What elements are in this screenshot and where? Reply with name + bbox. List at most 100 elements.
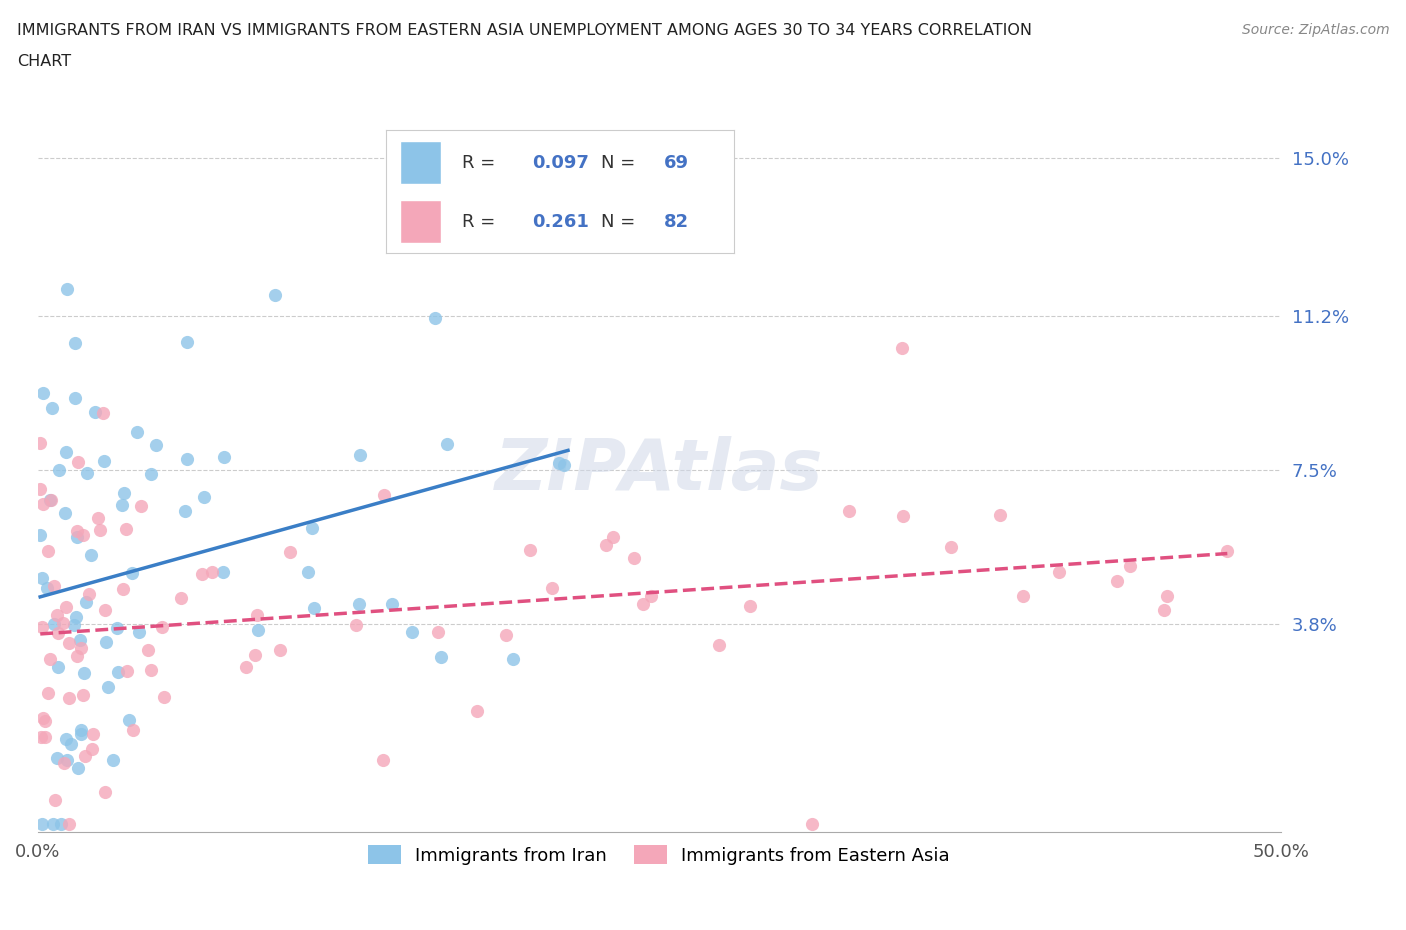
Point (93, 454, 115, 469)
Point (547, 456, 569, 471)
Point (83, 405, 105, 419)
Point (42, 578, 65, 593)
Point (212, 450, 235, 465)
Point (58, 635, 80, 650)
Point (465, 703, 488, 718)
Point (371, 752, 394, 767)
Point (212, 565, 235, 579)
Point (66, 523, 89, 538)
Point (77, 586, 100, 601)
Point (30, 435, 52, 450)
Point (105, 621, 128, 636)
Point (127, 424, 149, 439)
Point (738, 599, 761, 614)
Point (541, 580, 564, 595)
Point (247, 622, 270, 637)
Point (1105, 574, 1128, 589)
Text: IMMIGRANTS FROM IRAN VS IMMIGRANTS FROM EASTERN ASIA UNEMPLOYMENT AMONG AGES 30 : IMMIGRANTS FROM IRAN VS IMMIGRANTS FROM … (17, 23, 1032, 38)
Point (30, 482, 52, 497)
Point (44, 792, 66, 807)
Point (30, 527, 52, 542)
Point (31, 711, 53, 725)
Point (121, 565, 143, 580)
Point (107, 664, 129, 679)
Point (31, 570, 53, 585)
Point (436, 436, 458, 451)
Point (46, 626, 69, 641)
Point (347, 596, 370, 611)
Point (838, 503, 860, 518)
Point (82, 741, 104, 756)
Point (602, 529, 624, 544)
Point (153, 689, 176, 704)
Point (640, 589, 662, 604)
Point (34, 714, 56, 729)
Point (174, 503, 197, 518)
Point (41, 817, 63, 831)
Point (46, 607, 69, 622)
Point (63, 336, 86, 351)
Point (55, 445, 77, 459)
Point (1216, 543, 1239, 558)
Point (115, 522, 138, 537)
Point (101, 752, 124, 767)
Point (557, 211, 579, 226)
Point (1119, 559, 1142, 574)
Point (49, 817, 72, 831)
Point (891, 340, 914, 355)
Point (111, 582, 134, 597)
Point (87, 511, 110, 525)
Point (519, 543, 541, 558)
Point (381, 596, 404, 611)
Point (67, 455, 90, 470)
Point (1011, 589, 1033, 604)
Point (42, 617, 65, 631)
Point (65, 610, 87, 625)
Point (344, 618, 367, 633)
Point (150, 619, 173, 634)
Point (73, 666, 96, 681)
Point (939, 540, 962, 555)
Point (35, 580, 58, 595)
Point (97, 680, 120, 695)
Point (373, 487, 395, 502)
Point (66, 648, 89, 663)
Point (31, 817, 53, 831)
Point (72, 527, 94, 542)
Point (39, 493, 62, 508)
Point (37, 543, 59, 558)
Point (55, 281, 77, 296)
Point (39, 492, 62, 507)
Point (401, 625, 423, 640)
Point (31, 497, 53, 512)
Point (139, 466, 162, 481)
Point (191, 566, 214, 581)
Point (269, 643, 291, 658)
Point (94, 603, 117, 618)
Point (595, 538, 617, 552)
Point (93, 405, 115, 420)
Point (56, 752, 79, 767)
Point (426, 625, 449, 640)
Point (243, 647, 266, 662)
Point (891, 509, 914, 524)
Point (75, 595, 97, 610)
Point (263, 287, 285, 302)
Point (46, 659, 69, 674)
Point (63, 391, 86, 405)
Point (136, 643, 159, 658)
Text: Source: ZipAtlas.com: Source: ZipAtlas.com (1241, 23, 1389, 37)
Point (111, 498, 134, 512)
Text: CHART: CHART (17, 54, 70, 69)
Point (79, 548, 101, 563)
Point (55, 600, 77, 615)
Point (112, 486, 135, 501)
Point (96, 634, 118, 649)
Point (349, 447, 371, 462)
Point (55, 732, 77, 747)
Point (139, 663, 162, 678)
Point (201, 565, 224, 579)
Text: ZIPAtlas: ZIPAtlas (495, 435, 824, 505)
Point (235, 659, 257, 674)
Point (801, 817, 824, 831)
